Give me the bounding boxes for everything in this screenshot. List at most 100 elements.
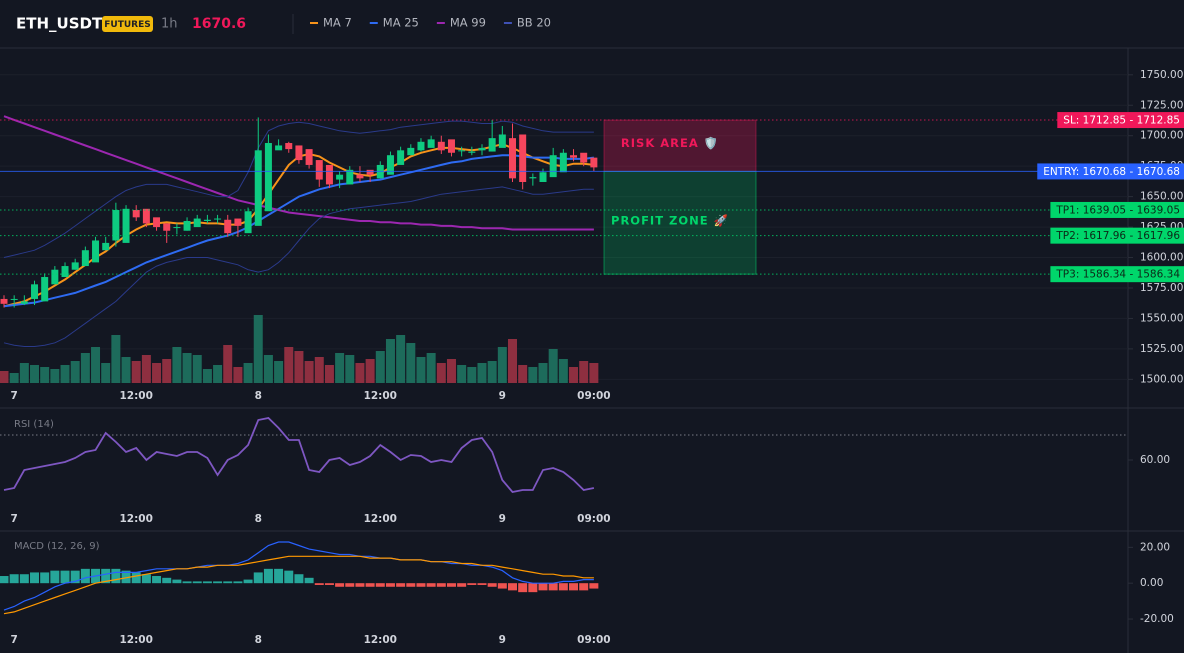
volume-bar xyxy=(50,369,60,383)
histogram-bar xyxy=(172,579,182,584)
histogram-bar xyxy=(375,583,385,587)
volume-bar xyxy=(141,355,151,383)
candle-body xyxy=(163,223,171,231)
candle-body xyxy=(397,150,405,165)
x-tick-label: 12:00 xyxy=(119,513,152,525)
zone xyxy=(603,170,757,275)
volume-bar xyxy=(263,355,273,383)
histogram-bar xyxy=(446,583,456,587)
histogram-bar xyxy=(518,583,528,593)
candle-body xyxy=(31,284,39,299)
zone xyxy=(603,119,757,172)
candle-body xyxy=(590,157,598,168)
histogram-bar xyxy=(528,583,538,593)
histogram-bar xyxy=(202,581,212,584)
volume-bar xyxy=(182,353,192,383)
volume-bar xyxy=(152,363,162,383)
histogram-bar xyxy=(396,583,406,587)
zone-label: PROFIT ZONE 🚀 xyxy=(611,213,729,227)
histogram-bar xyxy=(548,583,558,591)
y-tick-label: 1575.00 xyxy=(1140,282,1183,294)
interval: 1h xyxy=(161,17,178,32)
histogram-bar xyxy=(487,583,497,587)
histogram-bar xyxy=(365,583,375,587)
ma-line xyxy=(3,115,594,231)
histogram-bar xyxy=(182,581,192,584)
volume-bar xyxy=(477,363,487,383)
candle-body xyxy=(386,155,394,175)
histogram-bar xyxy=(152,576,162,584)
volume-bar xyxy=(91,347,101,383)
candle-body xyxy=(447,139,455,153)
volume-bar xyxy=(243,363,253,383)
x-tick-label: 12:00 xyxy=(364,390,397,402)
level-tag-bg xyxy=(1050,201,1184,218)
candle-body xyxy=(142,208,150,224)
volume-bar xyxy=(375,351,385,383)
candle-body xyxy=(132,210,140,218)
histogram-bar xyxy=(50,570,60,584)
candle-body xyxy=(549,155,557,178)
candle-body xyxy=(529,177,537,179)
candle-body xyxy=(275,145,283,151)
histogram-bar xyxy=(30,572,40,584)
histogram-bar xyxy=(477,583,487,585)
candle-body xyxy=(407,147,415,156)
histogram-bar xyxy=(335,583,345,587)
x-tick-label: 8 xyxy=(255,390,262,402)
x-tick-label: 9 xyxy=(499,390,506,402)
candle-body xyxy=(61,266,69,278)
volume-bar xyxy=(335,353,345,383)
candle-body xyxy=(173,227,181,229)
histogram-bar xyxy=(406,583,416,587)
candle-body xyxy=(519,134,527,182)
x-tick-label: 7 xyxy=(11,513,18,525)
candle-body xyxy=(285,143,293,150)
histogram-bar xyxy=(508,583,517,591)
histogram-bar xyxy=(457,583,467,587)
macd-line xyxy=(3,555,594,615)
candle-body xyxy=(559,152,567,173)
histogram-bar xyxy=(253,572,263,584)
volume-bar xyxy=(446,359,456,383)
volume-bar xyxy=(396,335,406,383)
volume-bar xyxy=(274,361,284,383)
histogram-bar xyxy=(60,570,70,584)
histogram-bar xyxy=(426,583,436,587)
badge: FUTURES xyxy=(104,20,150,30)
histogram-bar xyxy=(243,579,253,584)
y-tick-label: 20.00 xyxy=(1140,541,1170,553)
x-tick-label: 09:00 xyxy=(577,634,610,646)
histogram-bar xyxy=(233,581,243,584)
volume-bar xyxy=(19,363,29,383)
candle-body xyxy=(102,242,110,251)
y-tick-label: 1650.00 xyxy=(1140,191,1183,203)
histogram-bar xyxy=(497,583,507,589)
volume-bar xyxy=(9,373,19,383)
volume-bar xyxy=(162,359,172,383)
legend-label: BB 20 xyxy=(517,16,551,30)
histogram-bar xyxy=(0,576,9,584)
histogram-bar xyxy=(385,583,395,587)
candle-body xyxy=(0,298,8,304)
volume-bar xyxy=(131,361,141,383)
candle-body xyxy=(315,160,323,180)
x-tick-label: 12:00 xyxy=(119,634,152,646)
histogram-bar xyxy=(101,568,111,584)
volume-bar xyxy=(416,357,426,383)
candle-body xyxy=(234,218,242,226)
volume-bar xyxy=(253,315,263,383)
y-tick-label: 60.00 xyxy=(1140,454,1170,466)
histogram-bar xyxy=(579,583,589,591)
candle-body xyxy=(122,208,130,243)
candle-body xyxy=(580,152,588,163)
x-tick-label: 12:00 xyxy=(364,634,397,646)
volume-bar xyxy=(528,367,538,383)
candle-body xyxy=(458,150,466,152)
volume-bar xyxy=(548,349,558,383)
candle-body xyxy=(92,240,100,263)
histogram-bar xyxy=(111,568,121,584)
histogram-bar xyxy=(213,581,223,584)
volume-bar xyxy=(304,361,314,383)
